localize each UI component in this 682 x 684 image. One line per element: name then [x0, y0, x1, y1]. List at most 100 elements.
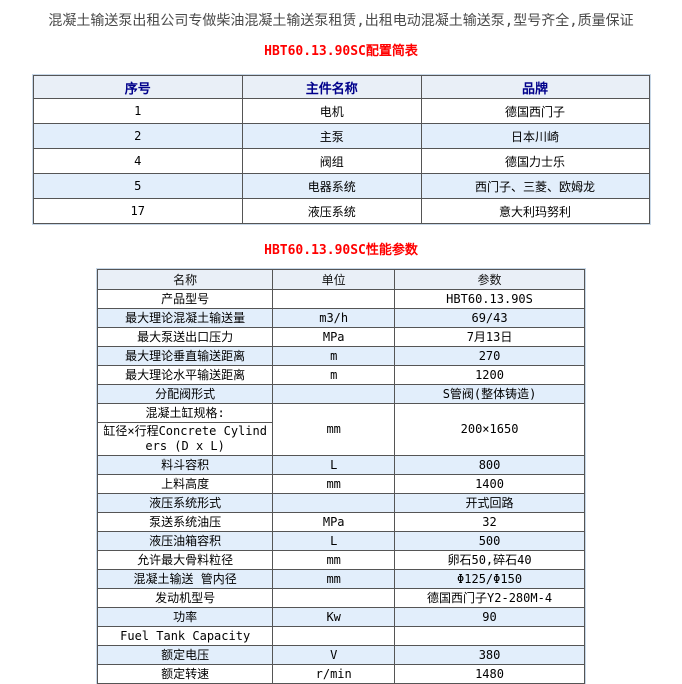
table-row: 最大理论垂直输送距离 m 270	[96, 346, 585, 366]
table-cell: 液压系统	[241, 198, 422, 224]
table-cell: 发动机型号	[96, 588, 274, 608]
table-cell: mm	[272, 474, 396, 494]
table-cell: 产品型号	[96, 289, 274, 309]
table-cell: 卵石50,碎石40	[394, 550, 585, 570]
table-row: 2 主泵 日本川崎	[32, 123, 650, 149]
page-title: 混凝土输送泵出租公司专做柴油混凝土输送泵租赁,出租电动混凝土输送泵,型号齐全,质…	[48, 13, 634, 29]
table-cell: S管阀(整体铸造)	[394, 384, 585, 404]
spec-table: 名称 单位 参数 产品型号 HBT60.13.90S 最大理论混凝土输送量 m3/h 69/…	[96, 268, 586, 684]
table-cell: 4	[32, 148, 243, 174]
table-row: 发动机型号 德国西门子Y2-280M-4	[96, 588, 585, 608]
table-row: 缸径×行程Concrete Cylinders (D x L)	[96, 422, 585, 456]
table-row: 液压系统形式 开式回路	[96, 493, 585, 513]
table-cell: MPa	[272, 327, 396, 347]
table-cell	[272, 626, 396, 646]
spec-table-heading: HBT60.13.90SC性能参数	[264, 243, 418, 258]
table-row: 最大理论水平输送距离 m 1200	[96, 365, 585, 385]
table-cell	[272, 384, 396, 404]
table-cell	[272, 588, 396, 608]
table-cell: 西门子、三菱、欧姆龙	[420, 173, 650, 199]
table-cell: 上料高度	[96, 474, 274, 494]
table-row: 额定电压 V 380	[96, 645, 585, 665]
product-spec-page: { "page": { "title": "混凝土输送泵出租公司专做柴油混凝土输…	[0, 13, 682, 684]
table-cell: m	[272, 365, 396, 385]
table-cell: 1480	[394, 664, 585, 684]
table-row: 液压油箱容积 L 500	[96, 531, 585, 551]
table-cell: 电器系统	[241, 173, 422, 199]
column-header: 品牌	[420, 75, 650, 99]
table-cell: 最大泵送出口压力	[96, 327, 274, 347]
config-table-heading: HBT60.13.90SC配置简表	[264, 44, 418, 59]
table-cell: 32	[394, 512, 585, 532]
table-cell: 1	[32, 98, 243, 124]
table-cell: 500	[394, 531, 585, 551]
spec-table-header-row: 名称 单位 参数	[96, 269, 585, 290]
table-cell: 最大理论水平输送距离	[96, 365, 274, 385]
table-cell: m	[272, 346, 396, 366]
table-cell: 最大理论混凝土输送量	[96, 308, 274, 328]
table-cell: 2	[32, 123, 243, 149]
table-cell	[272, 289, 396, 309]
table-cell: 额定电压	[96, 645, 274, 665]
table-row: 料斗容积 L 800	[96, 455, 585, 475]
table-cell	[272, 493, 396, 513]
table-cell: 德国西门子Y2-280M-4	[394, 588, 585, 608]
table-cell: 分配阀形式	[96, 384, 274, 404]
table-row: 额定转速 r/min 1480	[96, 664, 585, 684]
table-row: 泵送系统油压 MPa 32	[96, 512, 585, 532]
table-cell	[394, 626, 585, 646]
table-cell: 电机	[241, 98, 422, 124]
table-cell: 液压系统形式	[96, 493, 274, 513]
table-row: 1 电机 德国西门子	[32, 98, 650, 124]
table-cell: 90	[394, 607, 585, 627]
table-cell: Φ125/Φ150	[394, 569, 585, 589]
table-cell: mm	[272, 403, 396, 456]
table-row: 17 液压系统 意大利玛努利	[32, 198, 650, 224]
table-cell: m3/h	[272, 308, 396, 328]
table-cell: 开式回路	[394, 493, 585, 513]
column-header: 参数	[394, 269, 585, 290]
table-cell: 800	[394, 455, 585, 475]
table-cell: 混凝土缸规格:	[96, 403, 274, 423]
table-cell: 额定转速	[96, 664, 274, 684]
table-row: 允许最大骨料粒径 mm 卵石50,碎石40	[96, 550, 585, 570]
table-cell: 17	[32, 198, 243, 224]
table-cell: 1200	[394, 365, 585, 385]
table-cell: r/min	[272, 664, 396, 684]
table-row: 5 电器系统 西门子、三菱、欧姆龙	[32, 173, 650, 199]
table-cell: 阀组	[241, 148, 422, 174]
table-cell: 功率	[96, 607, 274, 627]
table-cell: 5	[32, 173, 243, 199]
column-header: 主件名称	[241, 75, 422, 99]
table-cell: 泵送系统油压	[96, 512, 274, 532]
table-cell: mm	[272, 550, 396, 570]
table-row: 最大泵送出口压力 MPa 7月13日	[96, 327, 585, 347]
table-row: 混凝土缸规格: mm 200×1650	[96, 403, 585, 456]
column-header: 名称	[96, 269, 274, 290]
table-cell: 69/43	[394, 308, 585, 328]
table-row: 上料高度 mm 1400	[96, 474, 585, 494]
table-cell: L	[272, 531, 396, 551]
table-row: 产品型号 HBT60.13.90S	[96, 289, 585, 309]
table-cell: 德国西门子	[420, 98, 650, 124]
table-row: 混凝土输送 管内径 mm Φ125/Φ150	[96, 569, 585, 589]
config-table-header-row: 序号 主件名称 品牌	[32, 75, 650, 99]
table-cell: 液压油箱容积	[96, 531, 274, 551]
table-cell: 270	[394, 346, 585, 366]
table-cell: 最大理论垂直输送距离	[96, 346, 274, 366]
table-cell: 日本川崎	[420, 123, 650, 149]
table-cell: 允许最大骨料粒径	[96, 550, 274, 570]
table-row: Fuel Tank Capacity	[96, 626, 585, 646]
table-cell: MPa	[272, 512, 396, 532]
column-header: 序号	[32, 75, 243, 99]
table-cell: V	[272, 645, 396, 665]
column-header: 单位	[272, 269, 396, 290]
table-cell: mm	[272, 569, 396, 589]
table-cell: 料斗容积	[96, 455, 274, 475]
table-cell: 380	[394, 645, 585, 665]
table-cell: 缸径×行程Concrete Cylinders (D x L)	[96, 422, 274, 456]
table-cell: 200×1650	[394, 403, 585, 456]
table-cell: Fuel Tank Capacity	[96, 626, 274, 646]
table-cell: 混凝土输送 管内径	[96, 569, 274, 589]
table-cell: HBT60.13.90S	[394, 289, 585, 309]
